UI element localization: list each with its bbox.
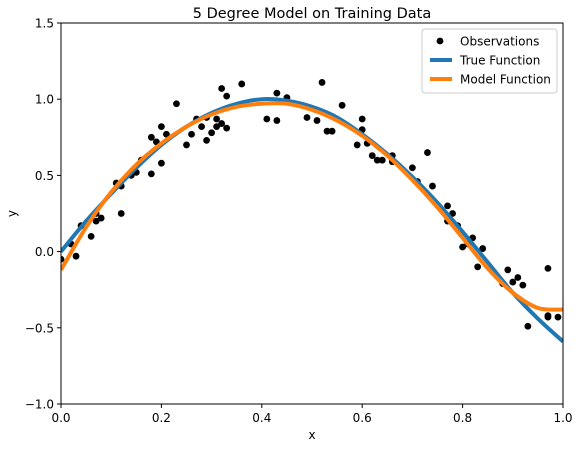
plot-frame <box>60 22 564 405</box>
observation-point <box>323 127 331 135</box>
observation-point <box>313 117 321 124</box>
x-tick-label: 0.8 <box>453 411 472 425</box>
observation-point <box>544 312 552 320</box>
observation-point <box>208 129 216 137</box>
plot-series <box>61 79 563 343</box>
observation-point <box>213 123 221 131</box>
observation-point <box>338 101 346 109</box>
observation-point <box>223 92 231 100</box>
y-axis-ticks: −1.0 −0.5 0.0 0.5 1.0 1.5 <box>25 17 61 412</box>
observation-point <box>61 255 65 263</box>
observation-point <box>198 123 205 131</box>
observation-point <box>147 133 155 141</box>
legend: Observations True Function Model Function <box>421 28 558 94</box>
y-tick-label: 0.5 <box>35 169 54 183</box>
observation-point <box>444 202 451 210</box>
true-function-line <box>61 97 563 343</box>
x-axis-ticks: 0.0 0.2 0.4 0.6 0.8 1.0 <box>51 404 573 425</box>
y-tick-label: −0.5 <box>25 321 54 335</box>
observation-point <box>72 252 80 260</box>
observation-point <box>223 124 231 132</box>
chart-title: 5 Degree Model on Training Data <box>193 6 431 22</box>
y-tick-label: 1.5 <box>35 17 54 31</box>
observation-point <box>554 313 562 321</box>
x-tick-label: 1.0 <box>553 411 572 425</box>
observation-point <box>218 85 226 92</box>
observation-point <box>273 117 281 124</box>
observation-point <box>474 263 482 271</box>
observation-point <box>238 80 246 88</box>
y-tick-label: −1.0 <box>25 398 54 412</box>
observation-point <box>158 159 165 167</box>
observation-point <box>188 130 195 138</box>
y-axis-label: y <box>5 210 19 217</box>
observation-point <box>358 115 366 123</box>
observation-point <box>544 264 552 272</box>
observation-point <box>429 182 436 190</box>
y-tick-label: 1.0 <box>35 93 54 107</box>
observation-point <box>87 232 95 240</box>
observation-point <box>509 278 517 286</box>
observation-point <box>303 114 311 121</box>
legend-marker-observations <box>436 37 444 45</box>
observation-point <box>158 123 165 131</box>
observation-point <box>373 156 381 164</box>
observation-point <box>273 89 281 97</box>
observation-point <box>524 322 532 330</box>
observation-point <box>203 136 210 144</box>
legend-box <box>421 28 558 94</box>
observation-point <box>97 214 105 222</box>
observation-point <box>213 115 221 123</box>
observation-point <box>183 141 190 149</box>
x-tick-label: 0.6 <box>353 411 372 425</box>
y-tick-label: 0.0 <box>35 245 54 259</box>
x-axis-label: x <box>308 428 315 442</box>
observation-point <box>163 130 170 138</box>
legend-label-true-function: True Function <box>459 53 540 67</box>
observation-point <box>504 266 512 274</box>
observation-point <box>117 210 125 217</box>
observation-point <box>424 149 431 156</box>
legend-label-model-function: Model Function <box>460 72 551 86</box>
model-function-line <box>61 101 563 312</box>
observation-point <box>147 170 155 178</box>
x-tick-label: 0.0 <box>51 411 70 425</box>
observation-point <box>409 164 416 172</box>
observation-point <box>92 217 100 225</box>
x-tick-label: 0.4 <box>252 411 271 425</box>
x-tick-label: 0.2 <box>152 411 171 425</box>
observation-point <box>368 152 376 159</box>
observation-point <box>459 243 466 251</box>
observation-point <box>218 120 226 127</box>
legend-label-observations: Observations <box>460 34 539 48</box>
observation-point <box>318 79 326 86</box>
observation-point <box>353 141 361 149</box>
observation-point <box>479 245 487 252</box>
observation-point <box>519 281 527 289</box>
observation-point <box>378 156 386 164</box>
observation-point <box>263 115 271 123</box>
observation-point <box>328 127 336 135</box>
observation-point <box>173 100 180 108</box>
observation-point <box>514 274 522 281</box>
